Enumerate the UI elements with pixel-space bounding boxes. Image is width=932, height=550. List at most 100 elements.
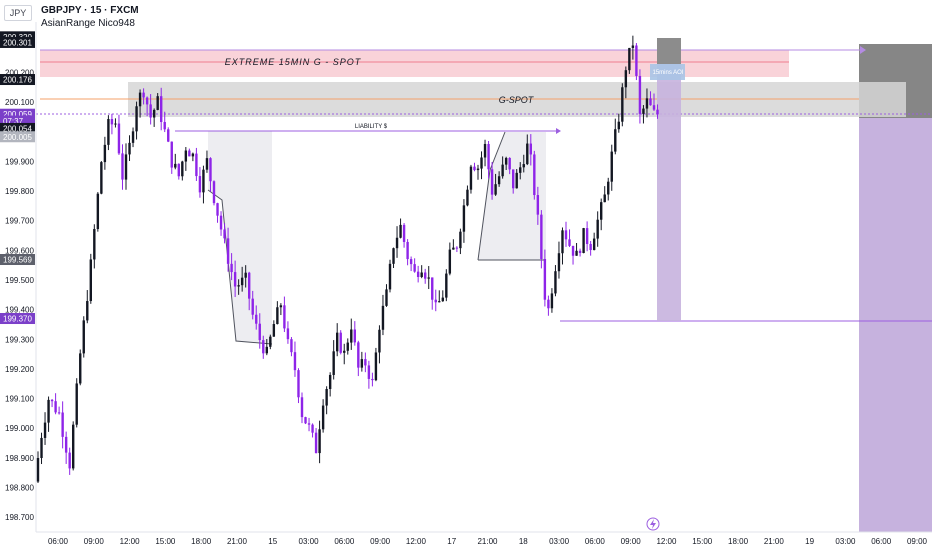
projection-purple-zone — [859, 118, 932, 532]
price-tick-label: 199.400 — [5, 306, 34, 315]
time-tick-label: 03:00 — [549, 537, 570, 546]
time-axis[interactable]: 06:00 09:00 12:00 15:00 18:00 21:00 15 03:00 06:… — [48, 537, 928, 546]
candle-body — [223, 229, 226, 239]
time-tick-label: 12:00 — [656, 537, 677, 546]
candle-body — [96, 193, 100, 230]
candle-body — [325, 389, 328, 406]
aoi-box[interactable] — [650, 64, 685, 80]
time-tick-label: 21:00 — [477, 537, 498, 546]
candle-body — [237, 285, 240, 287]
currency-label[interactable]: JPY — [4, 5, 32, 21]
candle-body — [300, 397, 304, 418]
price-tick-label: 199.600 — [5, 246, 34, 255]
candle-body — [431, 277, 434, 300]
candle-body — [216, 203, 219, 216]
candle-body — [371, 378, 374, 381]
candle-body — [124, 154, 128, 180]
candle-body — [103, 144, 107, 163]
price-badge-text: 199.569 — [3, 256, 32, 265]
price-badge — [0, 122, 35, 134]
candle-body — [117, 123, 121, 154]
candle-body — [571, 245, 575, 256]
indicator-name[interactable]: AsianRange Nico948 — [41, 18, 135, 29]
candle-body — [54, 401, 57, 413]
candle-body — [603, 194, 606, 203]
candle-body — [557, 253, 561, 272]
candle-body — [416, 271, 420, 277]
candle-body — [255, 314, 258, 324]
candle-body — [631, 45, 635, 48]
candle-body — [526, 143, 529, 165]
candle-body — [86, 301, 89, 321]
candle-body — [638, 75, 642, 114]
candle-body — [480, 157, 483, 169]
price-tick-label: 199.900 — [5, 157, 34, 166]
candle-body — [212, 181, 216, 204]
candle-body — [290, 339, 293, 353]
candle-body — [388, 263, 392, 290]
gspot-zone-label: G-SPOT — [499, 95, 535, 105]
candle-body — [177, 163, 180, 177]
candle-body — [357, 342, 360, 368]
candle-body — [93, 229, 96, 260]
candle-body — [82, 320, 85, 354]
range-box-right — [478, 132, 546, 260]
price-badge — [0, 31, 35, 43]
candle-body — [202, 169, 205, 193]
symbol-title[interactable]: GBPJPY · 15 · FXCM — [41, 5, 139, 16]
candle-body — [476, 168, 480, 171]
time-tick-label: 06:00 — [585, 537, 606, 546]
liability-label: LIABILITY $ — [355, 124, 388, 130]
candle-body — [367, 365, 371, 379]
candle-body — [110, 119, 114, 125]
price-scale[interactable] — [0, 22, 36, 532]
candle-body — [413, 264, 416, 272]
time-tick-label: 18:00 — [191, 537, 212, 546]
candle-body — [473, 166, 476, 171]
candle-body — [40, 437, 43, 459]
time-tick-label: 09:00 — [907, 537, 928, 546]
price-badge-text: 200.054 — [3, 124, 32, 133]
price-tick-label: 200.100 — [5, 98, 34, 107]
candle-body — [286, 328, 290, 340]
range-box-left — [208, 131, 272, 344]
candle-body — [621, 87, 624, 122]
candle-body — [512, 169, 515, 189]
price-badges: 200.320200.301200.176200.05907:37200.054… — [0, 31, 35, 325]
time-tick-label: 15:00 — [155, 537, 176, 546]
time-zone-column[interactable] — [657, 64, 681, 321]
lightning-icon[interactable] — [646, 517, 660, 531]
time-tick-label: 06:00 — [871, 537, 892, 546]
candle-body — [145, 97, 149, 105]
candle-body — [248, 272, 251, 299]
candle-body — [332, 351, 335, 375]
candle-body — [385, 289, 388, 306]
candle-body — [181, 161, 184, 177]
candle-body — [628, 47, 631, 71]
candle-body — [381, 305, 385, 330]
candle-body — [142, 92, 145, 98]
candle-body — [540, 214, 543, 259]
candle-body — [501, 164, 504, 177]
price-badge — [0, 115, 35, 127]
candle-body — [596, 219, 599, 239]
candle-body — [459, 231, 462, 249]
candle-body — [455, 247, 459, 249]
price-tick-label: 199.300 — [5, 335, 34, 344]
candle-body — [43, 422, 47, 438]
candle-body — [36, 458, 40, 482]
price-tick-label: 199.800 — [5, 187, 34, 196]
candle-body — [258, 323, 261, 341]
time-tick-label: 21:00 — [227, 537, 248, 546]
price-badge-text: 199.370 — [3, 315, 32, 324]
extreme-arrow-head — [860, 46, 866, 54]
time-tick-label: 19 — [805, 537, 814, 546]
candle-body — [279, 305, 283, 308]
price-badge — [0, 74, 35, 86]
candle-body — [163, 122, 166, 130]
candle-body — [592, 238, 596, 251]
candle-body — [114, 123, 117, 125]
candle-body — [107, 119, 110, 145]
candle-body — [167, 129, 170, 142]
